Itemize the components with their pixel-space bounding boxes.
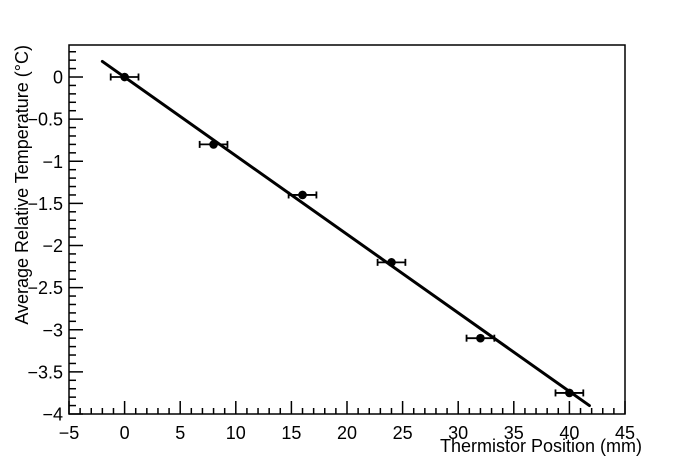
x-axis-title: Thermistor Position (mm) [440,436,642,456]
x-tick-label: 5 [175,423,185,443]
y-tick-label: −3 [42,320,63,340]
plot-area: −5 0 5 10 15 20 25 30 35 40 45 −4 −3.5 −3 −2.5 −2 −1.5 −1… [27,44,635,443]
x-tick-label: 30 [448,423,468,443]
x-tick-label: 0 [120,423,130,443]
x-tick-label: 35 [504,423,524,443]
x-tick-label: −5 [59,423,80,443]
plot-frame [68,44,626,415]
y-tick-label: −3.5 [27,362,63,382]
y-tick-label: −4 [42,405,63,425]
x-tick-label: 25 [393,423,413,443]
y-tick-label: −0.5 [27,110,63,130]
y-tick-label: −2.5 [27,278,63,298]
y-axis-title: Average Relative Temperature (°C) [12,45,32,325]
x-tick-label: 10 [226,423,246,443]
y-tick-label: −1 [42,152,63,172]
x-tick-label: 20 [337,423,357,443]
x-tick-label: 45 [615,423,635,443]
x-tick-label: 40 [559,423,579,443]
y-tick-label: 0 [53,68,63,88]
fit-line [100,59,591,408]
x-tick-label: 15 [281,423,301,443]
y-tick-label: −2 [42,236,63,256]
data-point-marker [476,333,485,343]
y-tick-label: −1.5 [27,194,63,214]
data-point-marker [298,190,307,200]
